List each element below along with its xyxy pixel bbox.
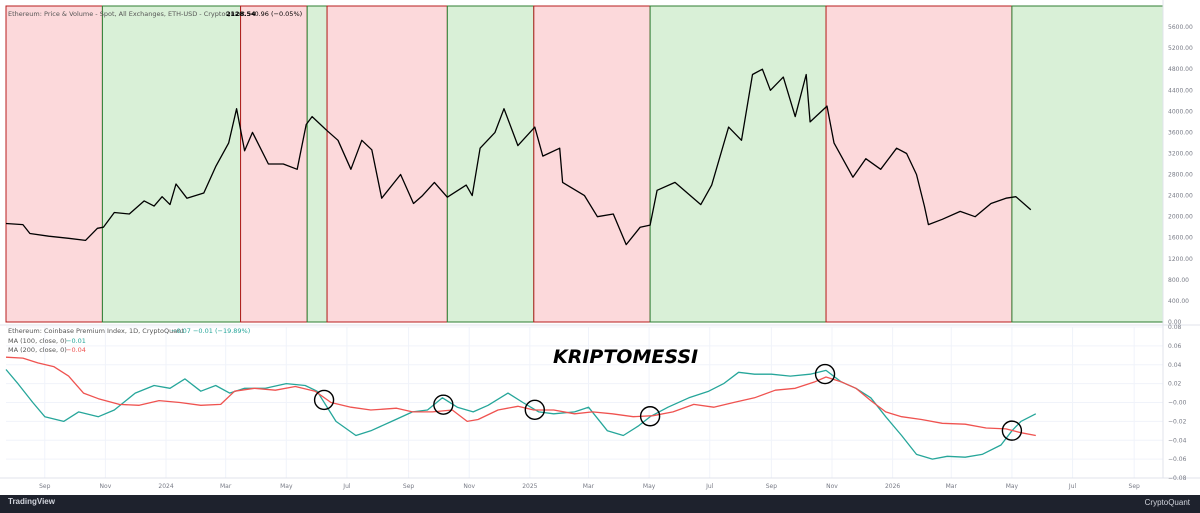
x-tick-label-12: Sep <box>766 483 778 490</box>
watermark-text: KRIPTOMESSI <box>553 346 698 368</box>
x-tick-label-0: Sep <box>39 483 51 490</box>
zone-bull-1 <box>101 5 242 323</box>
cross-marker-3 <box>639 406 661 427</box>
cross-marker-1 <box>433 394 454 415</box>
grid-layer <box>0 0 1200 479</box>
ma100-legend-label: MA (100, close, 0) <box>8 337 67 345</box>
zone-bull-9 <box>1011 5 1164 323</box>
x-tick-label-4: May <box>280 483 293 490</box>
zone-bear-6 <box>533 5 651 323</box>
zone-bull-3 <box>306 5 328 323</box>
price-tick-label-12: 4800.00 <box>1168 66 1193 73</box>
price-legend-change: −0.96 (−0.05%) <box>249 10 302 18</box>
zone-bear-0 <box>5 5 103 323</box>
x-tick-label-18: Sep <box>1129 483 1141 490</box>
price-tick-label-6: 2400.00 <box>1168 193 1193 200</box>
price-tick-label-9: 3600.00 <box>1168 129 1193 136</box>
x-tick-label-14: 2026 <box>885 483 900 490</box>
price-tick-label-1: 400.00 <box>1168 298 1189 305</box>
premium-legend-title: Ethereum: Coinbase Premium Index, 1D, Cr… <box>8 327 184 335</box>
premium-tick-label-0: 0.08 <box>1168 324 1182 331</box>
premium-tick-label-1: 0.06 <box>1168 343 1182 350</box>
axes-layer: 0.00 400.00 800.00 1200.00 1600.00 2000.00 240… <box>39 24 1193 490</box>
premium-tick-label-8: −0.08 <box>1168 475 1187 482</box>
x-tick-label-16: May <box>1006 483 1019 490</box>
price-legend: Ethereum: Price & Volume - Spot, All Exc… <box>8 10 302 18</box>
price-series-layer <box>5 68 1032 246</box>
cross-marker-2 <box>524 399 546 421</box>
premium-legend-value: −0.07 −0.01 (−19.89%) <box>171 327 250 335</box>
x-tick-label-6: Sep <box>403 483 415 490</box>
price-tick-label-7: 2800.00 <box>1168 172 1193 179</box>
premium-tick-label-7: −0.06 <box>1168 456 1187 463</box>
x-tick-label-3: Mar <box>220 483 232 490</box>
ma100-line <box>5 369 1037 460</box>
x-tick-label-15: Mar <box>946 483 958 490</box>
x-tick-label-5: Jul <box>342 483 351 490</box>
price-tick-label-2: 800.00 <box>1168 277 1189 284</box>
zone-bear-4 <box>326 5 448 323</box>
x-tick-label-13: Nov <box>826 483 838 490</box>
cross-marker-4 <box>814 363 836 385</box>
price-tick-label-13: 5200.00 <box>1168 45 1193 52</box>
price-tick-label-11: 4400.00 <box>1168 87 1193 94</box>
premium-tick-label-4: −0.00 <box>1168 400 1187 407</box>
price-legend-title: Ethereum: Price & Volume - Spot, All Exc… <box>8 10 246 18</box>
markers-layer <box>313 363 1023 441</box>
price-legend-value: 2128.54 <box>226 10 256 18</box>
ma200-legend-value: −0.04 <box>66 346 86 354</box>
premium-series-layer <box>5 356 1037 460</box>
premium-tick-label-2: 0.04 <box>1168 362 1182 369</box>
price-tick-label-10: 4000.00 <box>1168 108 1193 115</box>
price-tick-label-8: 3200.00 <box>1168 150 1193 157</box>
premium-legend: Ethereum: Coinbase Premium Index, 1D, Cr… <box>8 327 250 354</box>
price-tick-label-4: 1600.00 <box>1168 235 1193 242</box>
footer-bar: TradingView CryptoQuant <box>0 495 1200 513</box>
x-tick-label-8: 2025 <box>522 483 537 490</box>
premium-tick-label-6: −0.04 <box>1168 437 1187 444</box>
price-line <box>5 68 1032 246</box>
cross-marker-0 <box>313 389 335 411</box>
tradingview-logo: TradingView <box>8 497 55 506</box>
x-tick-label-9: Mar <box>583 483 595 490</box>
zone-bull-7 <box>649 5 827 323</box>
x-tick-label-1: Nov <box>100 483 112 490</box>
x-tick-label-11: Jul <box>705 483 714 490</box>
price-tick-label-14: 5600.00 <box>1168 24 1193 31</box>
cryptoquant-logo: CryptoQuant <box>1144 498 1190 507</box>
premium-tick-label-3: 0.02 <box>1168 381 1182 388</box>
zones-layer <box>5 5 1164 323</box>
price-tick-label-3: 1200.00 <box>1168 256 1193 263</box>
x-tick-label-10: May <box>643 483 656 490</box>
ma200-legend-label: MA (200, close, 0) <box>8 346 67 354</box>
price-tick-label-5: 2000.00 <box>1168 214 1193 221</box>
x-tick-label-7: Nov <box>463 483 475 490</box>
x-tick-label-17: Jul <box>1068 483 1077 490</box>
ma100-legend-value: −0.01 <box>66 337 86 345</box>
price-tick-label-0: 0.00 <box>1168 319 1182 326</box>
zone-bull-5 <box>446 5 535 323</box>
cross-marker-5 <box>1001 420 1023 441</box>
x-tick-label-2: 2024 <box>158 483 173 490</box>
zone-bear-8 <box>825 5 1013 323</box>
ma200-line <box>5 356 1036 437</box>
premium-tick-label-5: −0.02 <box>1168 418 1187 425</box>
